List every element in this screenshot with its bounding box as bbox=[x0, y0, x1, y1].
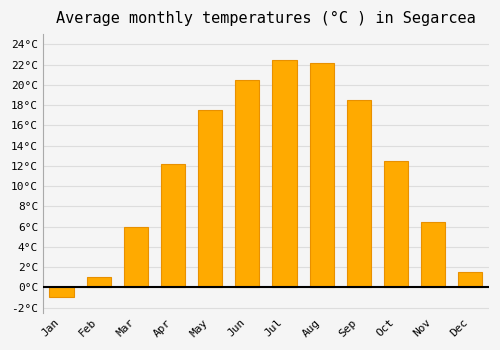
Bar bbox=[421, 222, 445, 287]
Bar bbox=[310, 63, 334, 287]
Bar bbox=[347, 100, 371, 287]
Bar bbox=[458, 272, 482, 287]
Bar bbox=[236, 80, 260, 287]
Bar bbox=[272, 60, 296, 287]
Bar bbox=[86, 277, 111, 287]
Bar bbox=[384, 161, 408, 287]
Title: Average monthly temperatures (°C ) in Segarcea: Average monthly temperatures (°C ) in Se… bbox=[56, 11, 476, 26]
Bar bbox=[50, 287, 74, 298]
Bar bbox=[161, 164, 185, 287]
Bar bbox=[124, 226, 148, 287]
Bar bbox=[198, 110, 222, 287]
